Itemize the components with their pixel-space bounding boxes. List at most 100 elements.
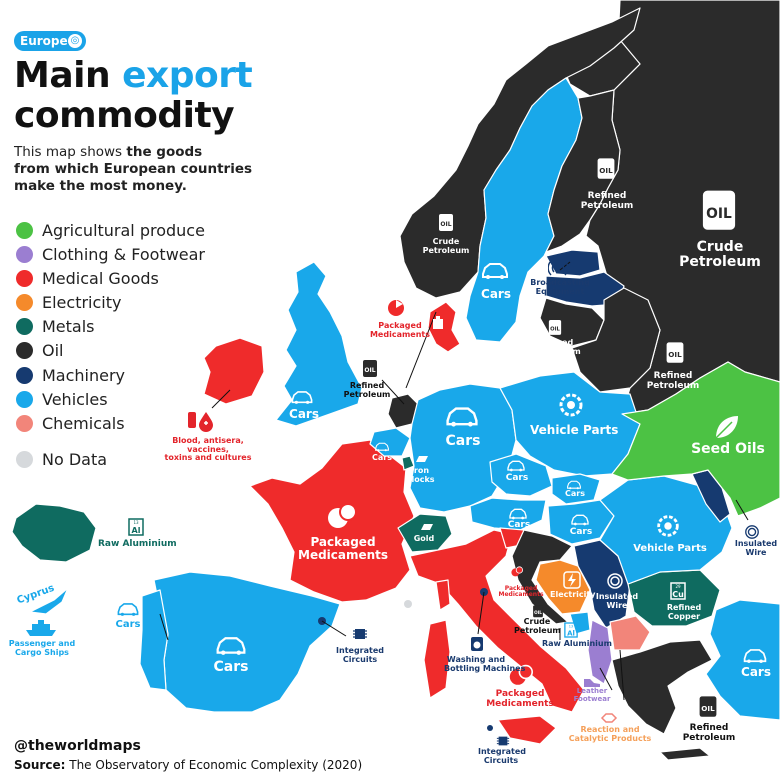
label-switzerland: Gold	[413, 534, 435, 543]
legend-item-oil: Oil	[16, 341, 246, 361]
oil-can-icon: OIL	[548, 320, 562, 335]
car-icon	[509, 508, 527, 520]
legend-label: Vehicles	[42, 390, 108, 409]
washing-machine-icon	[471, 637, 483, 651]
car-icon	[571, 514, 589, 526]
svg-text:Cu: Cu	[672, 590, 684, 599]
shoe-icon	[584, 679, 600, 687]
malta-dot	[487, 725, 493, 731]
gold-bar-icon	[421, 524, 433, 530]
legend-item-electricity: Electricity	[16, 293, 246, 313]
pill-icon	[328, 503, 357, 528]
car-icon	[446, 407, 478, 427]
legend-swatch	[16, 367, 33, 384]
label-portugal: Cars	[115, 619, 141, 630]
label-germany: Cars	[445, 433, 481, 449]
medicine-box-icon	[433, 316, 443, 329]
albania-region	[587, 619, 613, 685]
label-moldova: Insulated Wire	[734, 539, 778, 557]
legend-label: Oil	[42, 341, 64, 360]
label-belarus: Refined Petroleum	[646, 371, 700, 391]
legend-swatch	[16, 294, 33, 311]
greece-region	[611, 639, 713, 735]
handle: @theworldmaps	[14, 738, 141, 754]
subtitle: This map shows the goods from which Euro…	[14, 144, 252, 195]
region-badge-label: Europe	[20, 34, 68, 48]
oil-can-icon: OIL	[666, 342, 684, 363]
svg-text:13: 13	[133, 520, 139, 525]
label-estonia: Broadcasting Equipment	[530, 278, 590, 296]
label-montenegro: Raw Aluminium	[542, 639, 612, 648]
label-turkey: Cars	[741, 665, 771, 679]
label-lithuania: Refined Petroleum	[534, 338, 581, 356]
legend-swatch	[16, 342, 33, 359]
legend-label: Metals	[42, 317, 95, 336]
label-poland: Vehicle Parts	[530, 423, 619, 437]
cyprus-region	[29, 587, 69, 615]
label-denmark: Packaged Medicaments	[369, 321, 431, 339]
portugal-region	[139, 589, 169, 691]
ireland-region	[203, 337, 265, 405]
label-italy: Packaged Medicaments	[486, 689, 554, 709]
svg-text:Al: Al	[567, 629, 575, 637]
czechia-region	[489, 453, 553, 497]
oil-can-icon: OIL	[363, 360, 377, 377]
title-word-main: Main	[14, 55, 111, 96]
legend-swatch	[16, 318, 33, 335]
svg-text:Al: Al	[132, 526, 141, 535]
svg-text:13: 13	[569, 624, 573, 628]
label-romania: Vehicle Parts	[633, 543, 707, 554]
monaco-dot	[404, 600, 412, 608]
wire-coil-icon	[745, 525, 759, 539]
romania-region	[599, 475, 733, 585]
ukraine-region	[611, 361, 780, 517]
molecule-icon	[600, 713, 618, 723]
legend-item-vehicles: Vehicles	[16, 390, 246, 410]
legend-swatch	[16, 246, 33, 263]
svg-text:OIL: OIL	[440, 221, 451, 228]
source-label: Source:	[14, 758, 66, 772]
legend-label: Medical Goods	[42, 269, 159, 288]
legend-item-metals: Metals	[16, 317, 246, 337]
oil-can-icon: OIL	[699, 696, 717, 717]
label-norway: Crude Petroleum	[422, 237, 470, 255]
germany-region	[409, 383, 517, 513]
subtitle-bold-1: the goods	[126, 144, 203, 160]
label-north-macedonia: Reaction and Catalytic Products	[568, 725, 652, 743]
label-serbia: Insulated Wire	[595, 592, 639, 610]
chip-icon	[353, 629, 367, 639]
gear-icon	[657, 515, 679, 537]
label-belgium: Cars	[372, 453, 392, 462]
ship-icon	[26, 620, 56, 636]
north-macedonia-region	[609, 615, 651, 651]
montenegro-region	[569, 611, 591, 635]
label-albania: Leather Footwear	[573, 687, 611, 703]
label-greece: Refined Petroleum	[682, 723, 736, 743]
label-russia: Crude Petroleum	[679, 239, 761, 271]
label-luxembourg: Iron Blocks	[405, 466, 435, 484]
legend-swatch	[16, 222, 33, 239]
source-text: The Observatory of Economic Complexity (…	[69, 758, 363, 772]
oil-can-icon: OIL	[597, 158, 615, 179]
subtitle-plain: This map shows	[14, 144, 123, 160]
slovakia-region	[551, 473, 601, 505]
bosnia-region	[535, 559, 591, 615]
croatia-region	[511, 529, 573, 625]
leaf-icon	[715, 416, 738, 439]
page-title: Main export commodity	[14, 55, 253, 136]
belgium-region	[369, 427, 411, 457]
legend-swatch	[16, 451, 33, 468]
label-france: Packaged Medicaments	[298, 535, 389, 562]
estonia-region	[545, 249, 601, 277]
label-finland: Refined Petroleum	[580, 191, 634, 211]
austria-region	[469, 497, 547, 531]
svg-text:OIL: OIL	[701, 704, 715, 713]
wire-coil-icon	[607, 573, 623, 589]
car-icon	[291, 391, 313, 404]
label-bosnia: Electricity	[550, 590, 596, 599]
legend-label: Machinery	[42, 366, 126, 385]
